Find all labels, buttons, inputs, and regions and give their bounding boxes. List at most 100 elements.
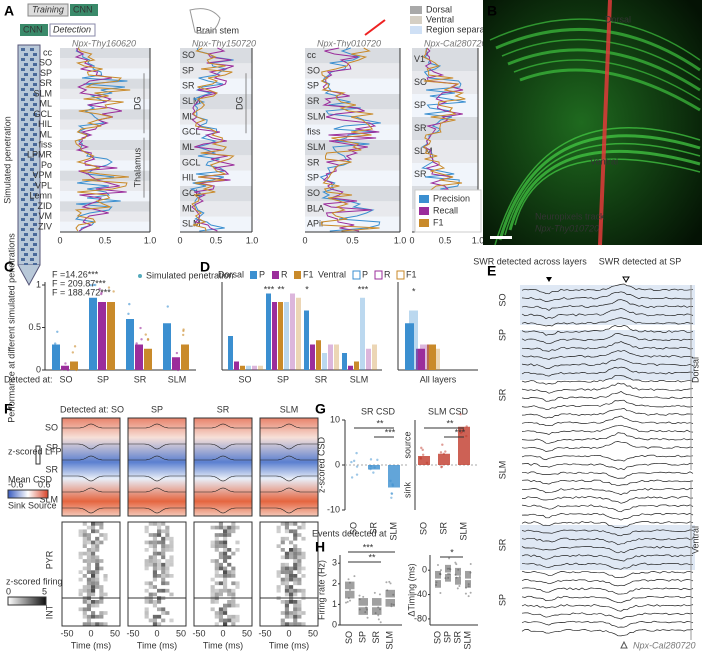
raster-cell — [165, 529, 170, 534]
raster-cell — [152, 540, 157, 545]
label: * — [450, 547, 454, 557]
raster-cell — [91, 600, 96, 604]
raster-cell — [293, 607, 298, 612]
legend-swatch — [396, 270, 405, 280]
layer-band — [412, 48, 478, 71]
probe-site — [30, 118, 34, 121]
raster-cell — [297, 611, 302, 615]
panel-label: A — [4, 3, 14, 19]
label: ML — [182, 142, 195, 152]
bar — [258, 365, 263, 370]
raster-cell — [165, 544, 170, 548]
label: SP — [151, 404, 163, 414]
raster-cell — [301, 592, 306, 597]
point — [464, 586, 467, 589]
lfp-trace — [521, 562, 693, 570]
raster-cell — [91, 614, 96, 619]
label: GCL — [182, 127, 201, 137]
bar — [342, 353, 347, 370]
lfp-trace — [521, 462, 694, 471]
raster-cell — [82, 529, 87, 534]
probe-site — [30, 258, 34, 261]
raster-cell — [301, 555, 306, 560]
label: 2 — [332, 578, 337, 588]
label: SLM — [182, 96, 201, 106]
label: HIL — [182, 173, 196, 183]
label: SLM — [182, 219, 201, 229]
raster-cell — [289, 585, 294, 589]
raster-cell — [284, 611, 289, 615]
point — [442, 452, 446, 456]
probe-site — [24, 123, 28, 126]
label: Training — [32, 4, 64, 14]
raster-cell — [161, 544, 166, 548]
label: -10 — [327, 504, 340, 514]
bar — [334, 344, 339, 370]
raster-cell — [169, 555, 174, 560]
label: 3 — [332, 558, 337, 568]
label: SR — [452, 631, 462, 644]
raster-cell — [293, 622, 298, 626]
raster-cell — [161, 551, 166, 556]
raster-cell — [297, 577, 302, 582]
lfp-trace — [521, 488, 694, 496]
raster-cell — [223, 574, 228, 578]
raster-cell — [223, 585, 228, 589]
bar — [420, 344, 429, 370]
raster-cell — [157, 600, 162, 604]
raster-cell — [91, 592, 96, 597]
raster-cell — [280, 570, 285, 574]
bar — [272, 302, 277, 370]
raster-cell — [223, 529, 228, 534]
raster-cell — [235, 603, 240, 608]
raster-cell — [148, 581, 153, 586]
raster-cell — [91, 544, 96, 548]
probe-site — [33, 103, 37, 106]
raster-cell — [86, 566, 91, 571]
point — [348, 581, 351, 584]
raster-cell — [289, 577, 294, 582]
raster-cell — [223, 551, 228, 556]
probe-site — [21, 128, 25, 131]
point — [126, 320, 130, 323]
raster-cell — [218, 588, 223, 593]
raster-cell — [289, 622, 294, 626]
label: SR — [217, 404, 230, 414]
raster-cell — [218, 525, 223, 530]
raster-cell — [91, 611, 96, 615]
raster-cell — [235, 548, 240, 552]
lfp-trace — [194, 507, 252, 514]
trace — [189, 47, 234, 232]
point — [378, 593, 381, 596]
raster-cell — [152, 614, 157, 619]
lfp-trace — [521, 620, 694, 628]
raster-cell — [95, 562, 100, 567]
probe-site — [24, 83, 28, 86]
point — [111, 308, 114, 312]
probe-site — [33, 263, 37, 266]
label: VM — [39, 211, 53, 221]
raster-cell — [157, 562, 162, 567]
point — [444, 450, 447, 453]
raster-cell — [78, 570, 83, 574]
raster-cell — [297, 570, 302, 574]
raster-cell — [293, 603, 298, 608]
raster-cell — [297, 559, 302, 563]
bar — [240, 365, 245, 370]
raster-cell — [161, 574, 166, 578]
probe-site — [30, 238, 34, 241]
raster-cell — [144, 562, 149, 567]
label: sink — [402, 482, 412, 499]
point — [464, 592, 467, 595]
raster-cell — [284, 566, 289, 571]
label: SO — [418, 522, 428, 535]
raster-cell — [82, 544, 87, 548]
raster-cell — [214, 536, 219, 541]
raster-cell — [144, 540, 149, 545]
raster-cell — [214, 614, 219, 619]
raster-cell — [86, 585, 91, 589]
point — [176, 368, 180, 372]
label: SLM — [385, 631, 395, 650]
csd-heatmap — [127, 417, 187, 517]
raster-cell — [95, 574, 100, 578]
